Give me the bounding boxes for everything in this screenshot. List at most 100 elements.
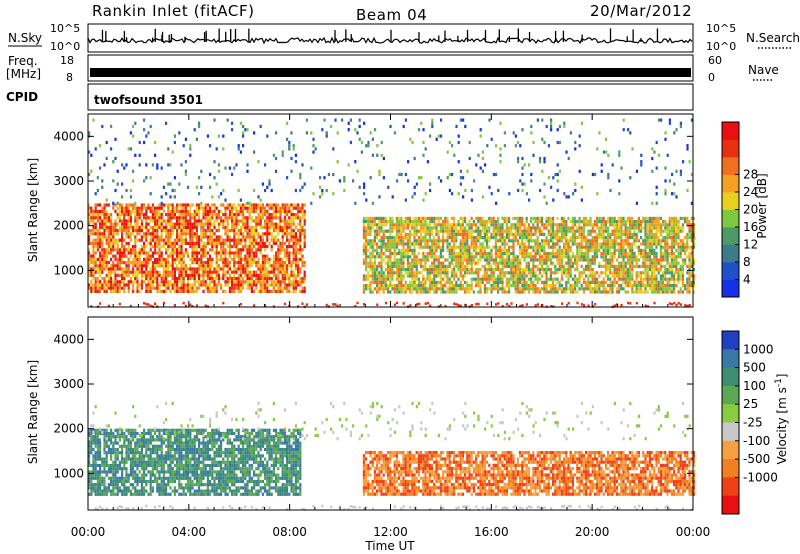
heatmap-cell [167, 286, 170, 290]
heatmap-cell [286, 270, 289, 274]
heatmap-cell [644, 277, 647, 281]
heatmap-cell [167, 206, 170, 210]
heatmap-cell [217, 209, 220, 213]
heatmap-cell [182, 289, 185, 293]
heatmap-cell [226, 225, 229, 229]
heatmap-cell [180, 254, 183, 258]
heatmap-cell [103, 222, 106, 226]
heatmap-cell [670, 290, 673, 294]
heatmap-cell [112, 283, 115, 287]
heatmap-cell [556, 248, 559, 252]
heatmap-cell [653, 274, 656, 278]
heatmap-cell [303, 273, 306, 277]
heatmap-cell [237, 241, 240, 245]
heatmap-cell [268, 273, 271, 277]
heatmap-cell [668, 264, 671, 268]
heatmap-cell [88, 286, 91, 290]
heatmap-cell [461, 223, 464, 227]
heatmap-cell [90, 270, 93, 274]
heatmap-cell [629, 268, 632, 272]
heatmap-cell [367, 229, 370, 233]
heatmap-cell [644, 223, 647, 227]
heatmap-cell [400, 277, 403, 281]
heatmap-cell [123, 277, 126, 281]
heatmap-cell [620, 223, 623, 227]
heatmap-cell [589, 274, 592, 278]
heatmap-cell [277, 289, 280, 293]
heatmap-cell [514, 258, 517, 262]
heatmap-cell [675, 232, 678, 236]
heatmap-cell [585, 264, 588, 268]
heatmap-cell [149, 232, 152, 236]
heatmap-cell [446, 226, 449, 230]
heatmap-cell [154, 248, 157, 252]
heatmap-cell [512, 216, 515, 220]
heatmap-cell [283, 286, 286, 290]
heatmap-cell [209, 270, 212, 274]
heatmap-cell [151, 251, 154, 255]
heatmap-cell [134, 257, 137, 261]
heatmap-cell [275, 277, 278, 281]
heatmap-cell [92, 267, 95, 271]
heatmap-cell [666, 258, 669, 262]
heatmap-cell [288, 286, 291, 290]
heatmap-cell [486, 277, 489, 281]
heatmap-cell [415, 226, 418, 230]
heatmap-cell [492, 284, 495, 288]
heatmap-cell [437, 255, 440, 259]
heatmap-cell [398, 280, 401, 284]
heatmap-cell [281, 289, 284, 293]
heatmap-cell [530, 274, 533, 278]
heatmap-cell [439, 284, 442, 288]
heatmap-cell [673, 223, 676, 227]
heatmap-cell [459, 261, 462, 265]
heatmap-cell [461, 252, 464, 256]
heatmap-cell [569, 248, 572, 252]
heatmap-cell [582, 229, 585, 233]
heatmap-cell [391, 287, 394, 291]
heatmap-cell [283, 261, 286, 265]
heatmap-cell [182, 261, 185, 265]
heatmap-cell [657, 216, 660, 220]
heatmap-cell [162, 273, 165, 277]
heatmap-cell [138, 254, 141, 258]
heatmap-cell [387, 245, 390, 249]
heatmap-cell [286, 289, 289, 293]
heatmap-cell [585, 252, 588, 256]
heatmap-cell [292, 238, 295, 242]
heatmap-cell [547, 258, 550, 262]
heatmap-cell [609, 264, 612, 268]
heatmap-cell [591, 290, 594, 294]
heatmap-cell [206, 261, 209, 265]
heatmap-cell [184, 283, 187, 287]
heatmap-cell [231, 229, 234, 233]
heatmap-cell [455, 258, 458, 262]
heatmap-cell [486, 290, 489, 294]
heatmap-cell [242, 219, 245, 223]
heatmap-cell [637, 226, 640, 230]
heatmap-cell [380, 242, 383, 246]
heatmap-cell [655, 264, 658, 268]
heatmap-cell [679, 274, 682, 278]
heatmap-cell [215, 206, 218, 210]
heatmap-cell [110, 219, 113, 223]
heatmap-cell [644, 216, 647, 220]
heatmap-cell [428, 239, 431, 243]
heatmap-cell [494, 236, 497, 240]
heatmap-cell [519, 248, 522, 252]
nsky-label: N.Sky [8, 31, 42, 45]
heatmap-cell [195, 280, 198, 284]
heatmap-cell [611, 232, 614, 236]
heatmap-cell [134, 216, 137, 220]
heatmap-cell [160, 219, 163, 223]
heatmap-cell [552, 271, 555, 275]
heatmap-cell [547, 268, 550, 272]
heatmap-cell [365, 255, 368, 259]
heatmap-cell [283, 203, 286, 207]
heatmap-cell [134, 261, 137, 265]
heatmap-cell [158, 235, 161, 239]
heatmap-cell [596, 239, 599, 243]
heatmap-cell [369, 290, 372, 294]
heatmap-cell [547, 290, 550, 294]
heatmap-cell [110, 251, 113, 255]
